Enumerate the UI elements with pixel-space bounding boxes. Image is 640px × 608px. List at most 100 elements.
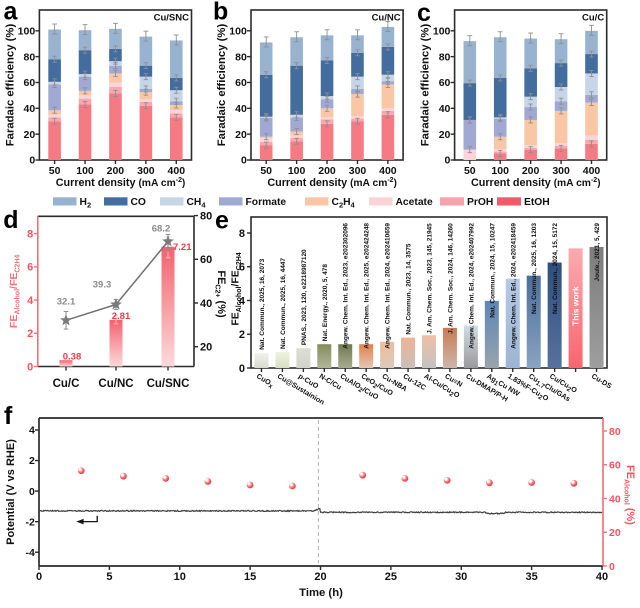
svg-text:20: 20 <box>200 342 212 354</box>
svg-text:200: 200 <box>107 165 125 177</box>
svg-text:40: 40 <box>439 103 451 115</box>
svg-text:Time (h): Time (h) <box>299 587 343 599</box>
svg-text:8: 8 <box>27 228 33 240</box>
svg-text:Cu/NC: Cu/NC <box>372 13 401 24</box>
svg-text:2: 2 <box>27 328 33 340</box>
svg-text:60: 60 <box>235 77 247 89</box>
svg-text:300: 300 <box>137 165 155 177</box>
svg-text:-2: -2 <box>25 516 34 528</box>
svg-text:Current density (mA cm-2): Current density (mA cm-2) <box>267 177 397 189</box>
svg-text:Current density (mA cm-2): Current density (mA cm-2) <box>471 177 601 189</box>
svg-text:15: 15 <box>244 571 256 583</box>
svg-text:39.3: 39.3 <box>93 280 112 291</box>
svg-text:80: 80 <box>439 51 451 63</box>
svg-text:Current density (mA cm-2): Current density (mA cm-2) <box>56 177 186 189</box>
svg-text:400: 400 <box>583 165 601 177</box>
svg-text:Nat. Commun., 2025, 16, 2073: Nat. Commun., 2025, 16, 2073 <box>259 258 266 349</box>
svg-text:b: b <box>213 0 228 26</box>
svg-text:Potential (V vs RHE): Potential (V vs RHE) <box>5 439 17 545</box>
svg-text:60: 60 <box>200 254 212 266</box>
svg-text:0: 0 <box>609 561 615 573</box>
svg-text:Joule., 2021, 5, 429: Joule., 2021, 5, 429 <box>594 223 601 282</box>
svg-text:Angew. Chem. Int. Ed., 2024, e: Angew. Chem. Int. Ed., 2024, e202407992 <box>468 223 475 349</box>
svg-text:0: 0 <box>36 571 42 583</box>
svg-text:100: 100 <box>433 26 451 38</box>
svg-text:5: 5 <box>106 571 112 583</box>
svg-text:200: 200 <box>522 165 540 177</box>
svg-text:400: 400 <box>168 165 186 177</box>
svg-text:200: 200 <box>318 165 336 177</box>
svg-text:68.2: 68.2 <box>152 224 171 235</box>
svg-text:4: 4 <box>239 295 246 307</box>
svg-text:Cu/SNC: Cu/SNC <box>154 13 190 24</box>
svg-text:H2: H2 <box>80 197 92 210</box>
svg-text:Cu/SNC: Cu/SNC <box>147 378 190 390</box>
svg-text:-4: -4 <box>25 547 34 559</box>
svg-text:Cu/C: Cu/C <box>53 378 80 390</box>
svg-text:20: 20 <box>439 129 451 141</box>
svg-text:0: 0 <box>239 363 245 375</box>
svg-text:Faradaic efficiency (%): Faradaic efficiency (%) <box>4 24 16 147</box>
svg-text:20: 20 <box>314 571 326 583</box>
svg-text:100: 100 <box>491 165 509 177</box>
svg-text:Angew. Chem. Int. Ed., 2024, e: Angew. Chem. Int. Ed., 2024, e202418459 <box>510 223 517 349</box>
svg-text:Nat. Commun., 2025, 16, 4447: Nat. Commun., 2025, 16, 4447 <box>280 258 287 349</box>
svg-text:40: 40 <box>200 298 212 310</box>
svg-text:400: 400 <box>379 165 397 177</box>
svg-text:20: 20 <box>609 527 621 539</box>
svg-text:60: 60 <box>439 77 451 89</box>
svg-text:2: 2 <box>29 455 35 467</box>
svg-text:0: 0 <box>241 155 247 167</box>
svg-text:80: 80 <box>609 426 621 438</box>
svg-text:Angew. Chem. Int. Ed., 2025, e: Angew. Chem. Int. Ed., 2025, e202424248 <box>364 223 371 349</box>
svg-text:Nat. Energy., 2020, 5, 478: Nat. Energy., 2020, 5, 478 <box>322 264 329 342</box>
svg-text:20: 20 <box>24 129 36 141</box>
svg-text:Formate: Formate <box>246 197 287 208</box>
svg-text:60: 60 <box>609 460 621 472</box>
svg-text:Faradaic efficiency (%): Faradaic efficiency (%) <box>216 24 228 147</box>
svg-text:8: 8 <box>239 228 245 240</box>
svg-text:f: f <box>4 402 13 430</box>
svg-text:80: 80 <box>24 51 36 63</box>
svg-text:30: 30 <box>455 571 467 583</box>
svg-text:0: 0 <box>29 486 35 498</box>
svg-text:Nat. Commun., 2025, 16, 1203: Nat. Commun., 2025, 16, 1203 <box>531 223 538 314</box>
svg-text:2.81: 2.81 <box>112 311 131 322</box>
svg-text:4: 4 <box>29 425 35 437</box>
svg-text:60: 60 <box>24 77 36 89</box>
svg-text:PrOH: PrOH <box>467 197 493 208</box>
svg-text:4: 4 <box>27 295 34 307</box>
svg-text:This work: This work <box>571 286 581 326</box>
svg-text:32.1: 32.1 <box>57 297 76 308</box>
svg-text:J. Am. Chem. Soc., 2023, 145,: J. Am. Chem. Soc., 2023, 145, 21945 <box>427 223 434 334</box>
svg-text:a: a <box>4 0 19 26</box>
svg-text:Nat. Commun., 2024, 15, 5172: Nat. Commun., 2024, 15, 5172 <box>552 223 559 314</box>
svg-text:c: c <box>417 0 431 27</box>
svg-text:35: 35 <box>525 571 537 583</box>
svg-text:6: 6 <box>239 262 245 274</box>
svg-text:CH4: CH4 <box>187 197 207 210</box>
svg-text:CO: CO <box>131 197 146 208</box>
svg-text:100: 100 <box>288 165 306 177</box>
svg-text:0.38: 0.38 <box>63 351 82 362</box>
svg-text:40: 40 <box>609 493 621 505</box>
svg-text:J. Am. Chem. Soc., 2024, 146,: J. Am. Chem. Soc., 2024, 146, 14260 <box>447 223 454 334</box>
svg-text:FEC2+ (%): FEC2+ (%) <box>214 270 228 318</box>
svg-text:6: 6 <box>27 262 33 274</box>
svg-text:100: 100 <box>229 26 247 38</box>
svg-text:50: 50 <box>49 165 61 177</box>
svg-text:Nat. Commun., 2023, 14, 3575: Nat. Commun., 2023, 14, 3575 <box>406 243 413 334</box>
svg-text:Cu/C: Cu/C <box>582 13 604 24</box>
svg-text:Cu/NC: Cu/NC <box>98 378 133 390</box>
svg-text:40: 40 <box>235 103 247 115</box>
svg-text:0: 0 <box>445 155 451 167</box>
svg-text:25: 25 <box>385 571 397 583</box>
svg-text:d: d <box>3 206 18 234</box>
svg-text:7.21: 7.21 <box>173 242 192 253</box>
svg-text:40: 40 <box>24 103 36 115</box>
svg-text:50: 50 <box>260 165 272 177</box>
svg-text:e: e <box>215 207 229 235</box>
svg-text:2: 2 <box>239 329 245 341</box>
svg-text:Angew. Chem. Int. Ed., 2024, e: Angew. Chem. Int. Ed., 2024, e202410659 <box>385 223 392 349</box>
svg-text:Acetate: Acetate <box>396 197 433 208</box>
